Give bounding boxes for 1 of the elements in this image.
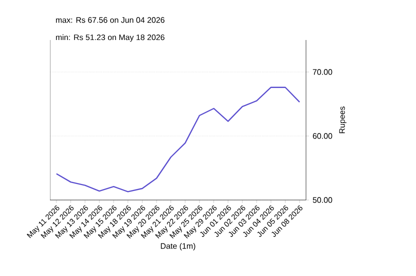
line-series [56,86,300,192]
